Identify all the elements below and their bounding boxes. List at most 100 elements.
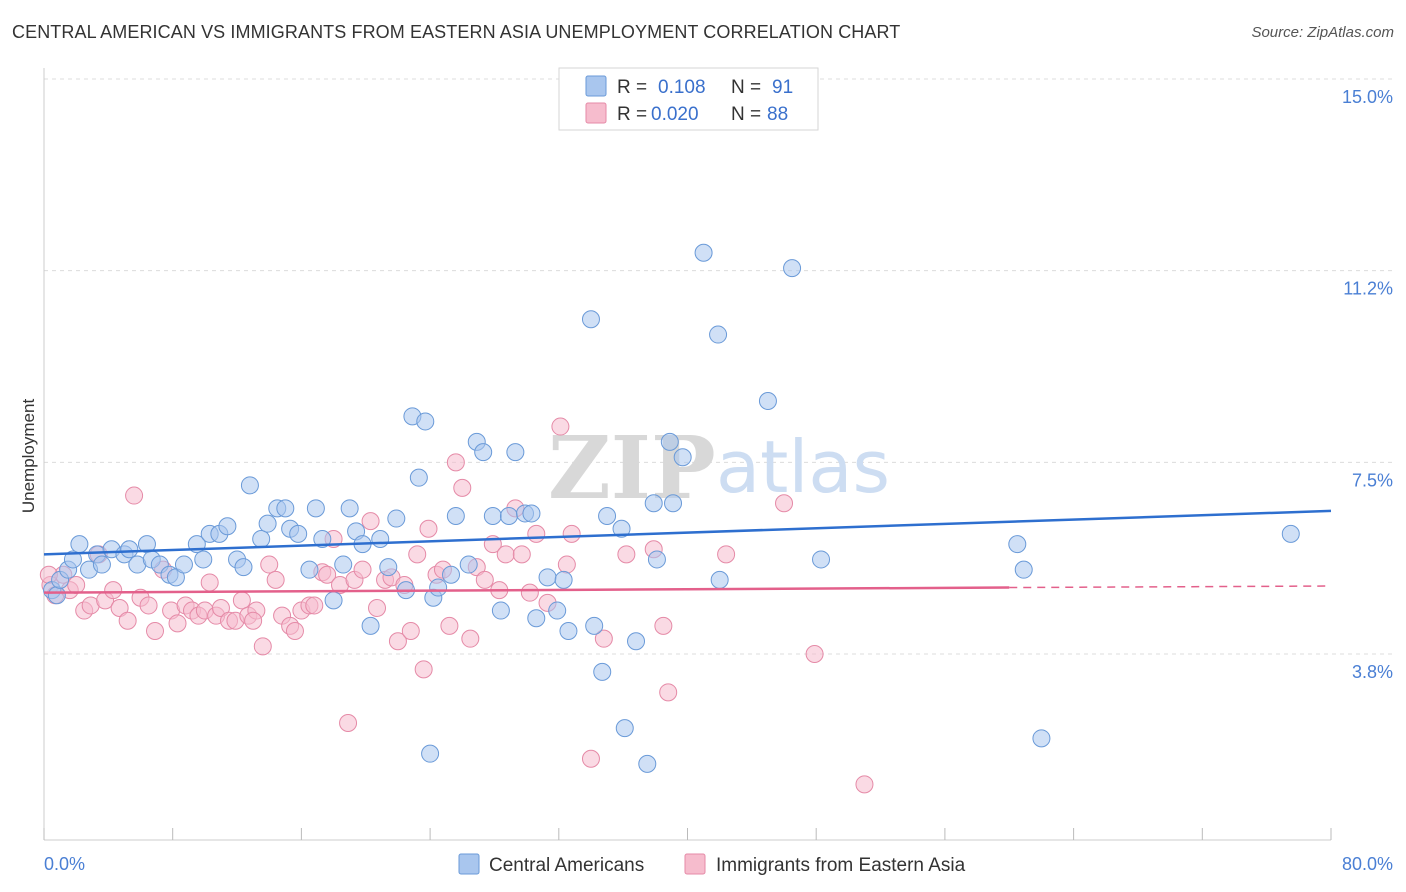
pink-point-81 bbox=[659, 683, 678, 702]
series-legend-swatch-pink bbox=[684, 853, 706, 875]
pink-point-33 bbox=[266, 570, 285, 589]
blue-point-85 bbox=[812, 550, 831, 569]
pink-point-80 bbox=[654, 616, 673, 635]
stats-legend-n-label-pink: N = bbox=[731, 104, 761, 125]
pink-point-36 bbox=[285, 622, 304, 640]
pink-point-10 bbox=[110, 599, 129, 617]
blue-point-5 bbox=[70, 535, 89, 554]
blue-point-51 bbox=[442, 565, 461, 584]
series-legend-label-blue: Central Americans bbox=[489, 855, 644, 876]
stats-legend-n-value-pink: 88 bbox=[767, 104, 788, 125]
blue-point-86 bbox=[1008, 535, 1027, 554]
pink-point-87 bbox=[244, 611, 263, 630]
blue-point-59 bbox=[506, 443, 525, 462]
blue-point-18 bbox=[174, 555, 193, 574]
blue-point-8 bbox=[92, 555, 111, 574]
blue-point-32 bbox=[289, 524, 308, 543]
blue-point-87 bbox=[1014, 560, 1033, 579]
x-tick-label-max: 80.0% bbox=[1342, 854, 1393, 874]
pink-point-84 bbox=[805, 645, 824, 663]
blue-point-83 bbox=[758, 392, 777, 410]
blue-point-25 bbox=[234, 558, 253, 577]
blue-point-62 bbox=[527, 609, 546, 628]
pink-point-73 bbox=[551, 417, 570, 436]
trend-line-eastern-asia-extension bbox=[1009, 585, 1332, 589]
pink-point-71 bbox=[527, 524, 546, 543]
blue-point-75 bbox=[644, 494, 663, 513]
series-legend-swatch-blue bbox=[458, 853, 480, 875]
blue-point-89 bbox=[1281, 524, 1300, 543]
blue-point-57 bbox=[491, 601, 510, 620]
pink-point-74 bbox=[557, 555, 576, 574]
pink-point-9 bbox=[104, 581, 123, 600]
pink-point-67 bbox=[496, 545, 515, 564]
pink-point-25 bbox=[211, 599, 230, 617]
blue-point-58 bbox=[499, 507, 518, 525]
series-legend: Central Americans Immigrants from Easter… bbox=[458, 853, 966, 876]
stats-legend: R = 0.108 N = 91 R = 0.020 N = 88 bbox=[558, 67, 819, 131]
series-central-americans bbox=[43, 243, 1300, 773]
pink-point-75 bbox=[562, 524, 581, 543]
pink-point-51 bbox=[388, 632, 407, 651]
pink-point-39 bbox=[305, 596, 324, 615]
blue-point-67 bbox=[581, 310, 600, 329]
trend-line-central-americans bbox=[43, 509, 1332, 556]
pink-point-60 bbox=[446, 453, 465, 472]
pink-point-46 bbox=[353, 560, 372, 579]
stats-legend-n-value-blue: 91 bbox=[772, 77, 793, 98]
blue-point-73 bbox=[627, 632, 646, 651]
series-legend-label-pink: Immigrants from Eastern Asia bbox=[716, 855, 966, 876]
x-tick-label-min: 0.0% bbox=[44, 854, 85, 874]
pink-point-23 bbox=[200, 573, 219, 592]
blue-point-74 bbox=[638, 754, 657, 773]
pink-point-83 bbox=[775, 494, 794, 513]
stats-legend-r-value-pink: 0.020 bbox=[651, 104, 699, 125]
pink-point-59 bbox=[440, 616, 459, 635]
blue-point-90 bbox=[421, 744, 440, 763]
blue-point-69 bbox=[593, 662, 612, 681]
pink-point-53 bbox=[401, 622, 420, 640]
pink-point-62 bbox=[461, 629, 480, 648]
blue-point-63 bbox=[538, 568, 557, 587]
blue-point-52 bbox=[446, 507, 465, 525]
chart-source: Source: ZipAtlas.com bbox=[1251, 24, 1394, 41]
pink-point-64 bbox=[475, 570, 494, 589]
blue-point-76 bbox=[647, 550, 666, 569]
blue-point-26 bbox=[240, 476, 259, 495]
blue-point-11 bbox=[120, 540, 139, 559]
watermark-atlas-text: atlas bbox=[716, 425, 890, 509]
blue-point-17 bbox=[166, 568, 185, 587]
blue-point-53 bbox=[459, 555, 478, 574]
blue-point-41 bbox=[361, 616, 380, 635]
blue-point-65 bbox=[554, 570, 573, 589]
stats-legend-n-label-blue: N = bbox=[731, 77, 761, 98]
y-tick-labels: 3.8% 7.5% 11.2% 15.0% bbox=[1342, 87, 1393, 682]
pink-point-54 bbox=[408, 545, 427, 564]
blue-point-82 bbox=[710, 570, 729, 589]
trend-lines bbox=[43, 509, 1332, 594]
pink-point-85 bbox=[855, 775, 874, 794]
pink-point-12 bbox=[125, 486, 144, 505]
blue-point-84 bbox=[783, 259, 802, 278]
blue-point-37 bbox=[334, 555, 353, 574]
blue-point-71 bbox=[612, 519, 631, 538]
axes bbox=[43, 68, 1332, 841]
blue-point-34 bbox=[306, 499, 325, 518]
blue-point-38 bbox=[340, 499, 359, 518]
blue-point-80 bbox=[694, 243, 713, 262]
blue-point-55 bbox=[474, 443, 493, 462]
blue-point-27 bbox=[252, 530, 271, 548]
blue-point-79 bbox=[673, 448, 692, 467]
blue-point-88 bbox=[1032, 729, 1051, 748]
blue-point-30 bbox=[276, 499, 295, 518]
pink-point-70 bbox=[520, 583, 539, 602]
blue-point-78 bbox=[664, 494, 683, 513]
pink-point-41 bbox=[318, 565, 337, 584]
watermark-zip-text: ZIP bbox=[548, 418, 716, 519]
blue-point-35 bbox=[313, 530, 332, 548]
blue-point-48 bbox=[416, 412, 435, 431]
blue-point-36 bbox=[324, 591, 343, 610]
blue-point-33 bbox=[300, 560, 319, 579]
blue-point-28 bbox=[258, 514, 277, 533]
